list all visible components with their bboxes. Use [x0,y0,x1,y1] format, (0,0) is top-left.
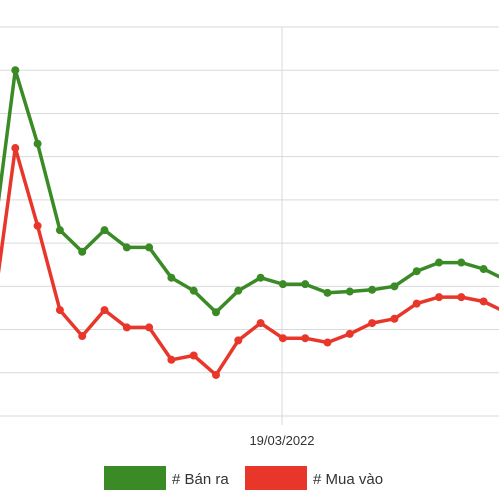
series-line [0,68,499,315]
data-point[interactable] [412,267,421,276]
data-point[interactable] [212,370,220,379]
data-point[interactable] [390,314,399,323]
grid [0,26,499,425]
legend-label: # Bán ra [172,471,229,488]
data-point[interactable] [479,297,488,306]
data-point[interactable] [256,273,265,282]
x-tick-label: 19/03/2022 [249,433,314,448]
data-point[interactable] [189,286,198,295]
data-point[interactable] [435,258,443,267]
data-point[interactable] [78,247,87,256]
data-point[interactable] [457,258,466,267]
series-lines [0,66,499,379]
data-point[interactable] [189,351,198,360]
data-point[interactable] [278,280,287,289]
data-point[interactable] [345,287,354,296]
legend-label: # Mua vào [313,471,383,488]
data-point[interactable] [167,355,176,364]
legend-item-0[interactable]: # Bán ra [104,466,229,490]
data-point[interactable] [100,226,109,235]
data-point[interactable] [100,306,109,315]
data-point[interactable] [412,299,421,308]
x-axis-ticks: 19/03/2022 [249,433,314,448]
legend-item-1[interactable]: # Mua vào [245,466,383,490]
data-point[interactable] [234,286,243,295]
data-point[interactable] [55,226,64,235]
data-point[interactable] [145,323,154,332]
data-point[interactable] [78,332,87,341]
data-point[interactable] [301,280,310,289]
data-point[interactable] [167,273,176,282]
data-point[interactable] [390,282,399,291]
data-point[interactable] [122,323,131,332]
data-point[interactable] [234,336,243,345]
data-point[interactable] [479,265,488,274]
legend-swatch [104,466,166,490]
series-line [0,146,499,377]
legend[interactable]: # Bán ra # Mua vào [104,466,383,490]
data-point[interactable] [212,308,220,317]
data-point[interactable] [457,293,466,302]
series-0 [0,66,499,317]
legend-swatch [245,466,307,490]
data-point[interactable] [55,306,64,315]
data-point[interactable] [11,66,20,75]
data-point[interactable] [11,144,20,153]
data-point[interactable] [122,243,131,252]
data-point[interactable] [33,221,42,230]
data-point[interactable] [145,243,154,252]
data-point[interactable] [301,334,310,343]
data-point[interactable] [323,288,332,297]
data-point[interactable] [368,285,377,294]
data-point[interactable] [256,319,265,328]
data-point[interactable] [345,329,354,338]
data-point[interactable] [33,139,42,148]
series-1 [0,144,499,379]
data-point[interactable] [435,293,443,302]
data-point[interactable] [323,338,332,347]
data-point[interactable] [278,334,287,343]
data-point[interactable] [368,319,377,328]
